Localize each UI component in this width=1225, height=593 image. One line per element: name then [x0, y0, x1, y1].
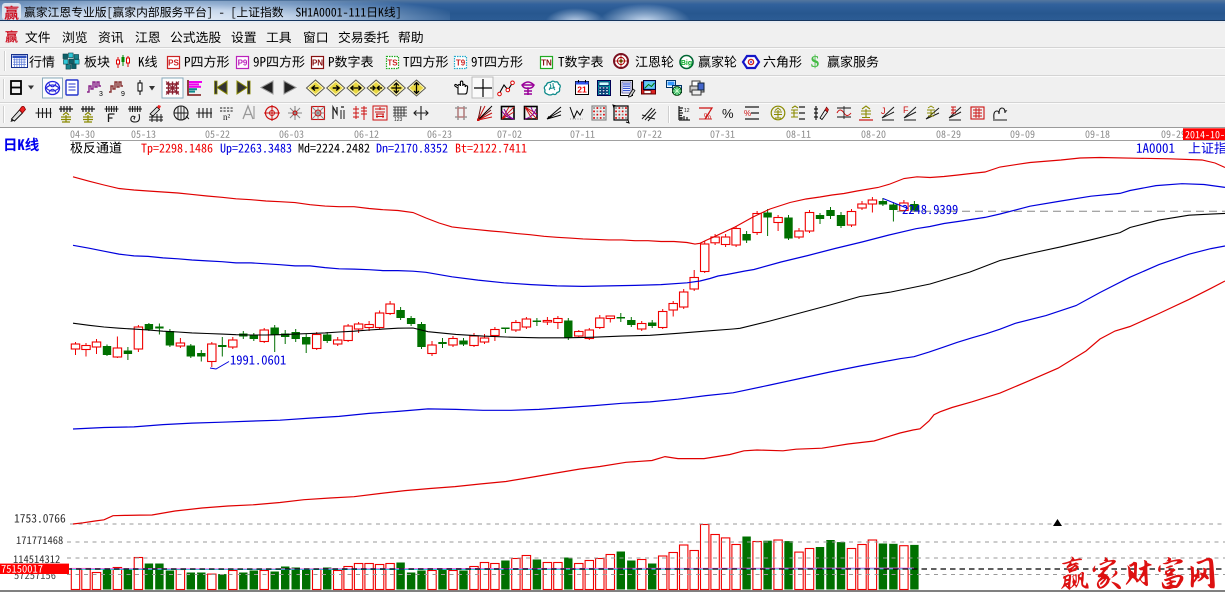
svg-text:%: %	[704, 112, 711, 121]
svg-text:J: J	[881, 106, 886, 116]
svg-text:F: F	[903, 105, 909, 115]
svg-text:P9: P9	[238, 59, 248, 68]
svg-text:TS: TS	[387, 59, 398, 68]
svg-text:21: 21	[577, 85, 587, 95]
svg-text:12: 12	[684, 108, 690, 114]
svg-text:3: 3	[99, 91, 103, 98]
svg-text:Big: Big	[681, 60, 692, 67]
svg-text:PN: PN	[312, 59, 323, 68]
svg-text:123: 123	[394, 117, 403, 123]
svg-text:PS: PS	[168, 59, 179, 68]
svg-text:%: %	[744, 109, 751, 118]
svg-text:$: $	[811, 52, 820, 71]
svg-text:n²: n²	[223, 112, 231, 122]
svg-text:TN: TN	[541, 59, 552, 68]
svg-text:T9: T9	[456, 59, 466, 68]
svg-text:9: 9	[121, 91, 125, 98]
svg-text:%: %	[722, 106, 734, 121]
